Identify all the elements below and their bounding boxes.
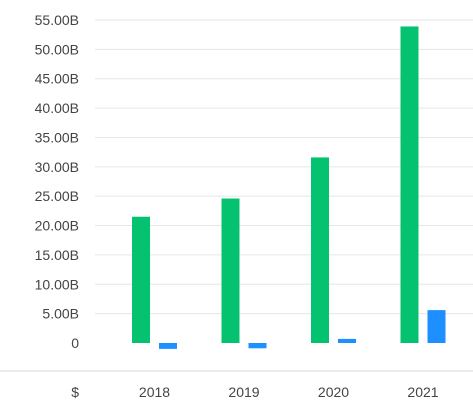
y-tick-label: 45.00B: [35, 71, 79, 87]
x-tick-label: 2021: [407, 384, 438, 400]
bar: [248, 343, 267, 349]
y-tick-label: 5.00B: [42, 306, 79, 322]
x-axis-ticks: 2018 2019 2020 2021: [139, 384, 439, 400]
y-tick-label: 35.00B: [35, 129, 79, 145]
y-tick-label: 50.00B: [35, 41, 79, 57]
y-axis-ticks: 0 5.00B 10.00B 15.00B 20.00B 25.00B 30.00B 35.0…: [35, 12, 80, 351]
bar: [427, 310, 446, 343]
y-tick-label: 15.00B: [35, 247, 79, 263]
y-tick-label: 40.00B: [35, 100, 79, 116]
currency-label: $: [71, 384, 79, 400]
y-tick-label: 25.00B: [35, 188, 79, 204]
x-tick-label: 2019: [228, 384, 259, 400]
y-tick-label: 0: [71, 335, 79, 351]
bar: [221, 198, 240, 343]
bar: [159, 343, 177, 349]
y-tick-label: 10.00B: [35, 276, 79, 292]
x-tick-label: 2020: [318, 384, 349, 400]
y-tick-label: 55.00B: [35, 12, 79, 28]
bar: [338, 338, 356, 343]
y-tick-label: 20.00B: [35, 218, 79, 234]
bar: [311, 157, 329, 343]
bars: [132, 26, 446, 349]
bar: [400, 26, 419, 344]
x-tick-label: 2018: [139, 384, 170, 400]
bar: [132, 216, 150, 343]
y-tick-label: 30.00B: [35, 159, 79, 175]
